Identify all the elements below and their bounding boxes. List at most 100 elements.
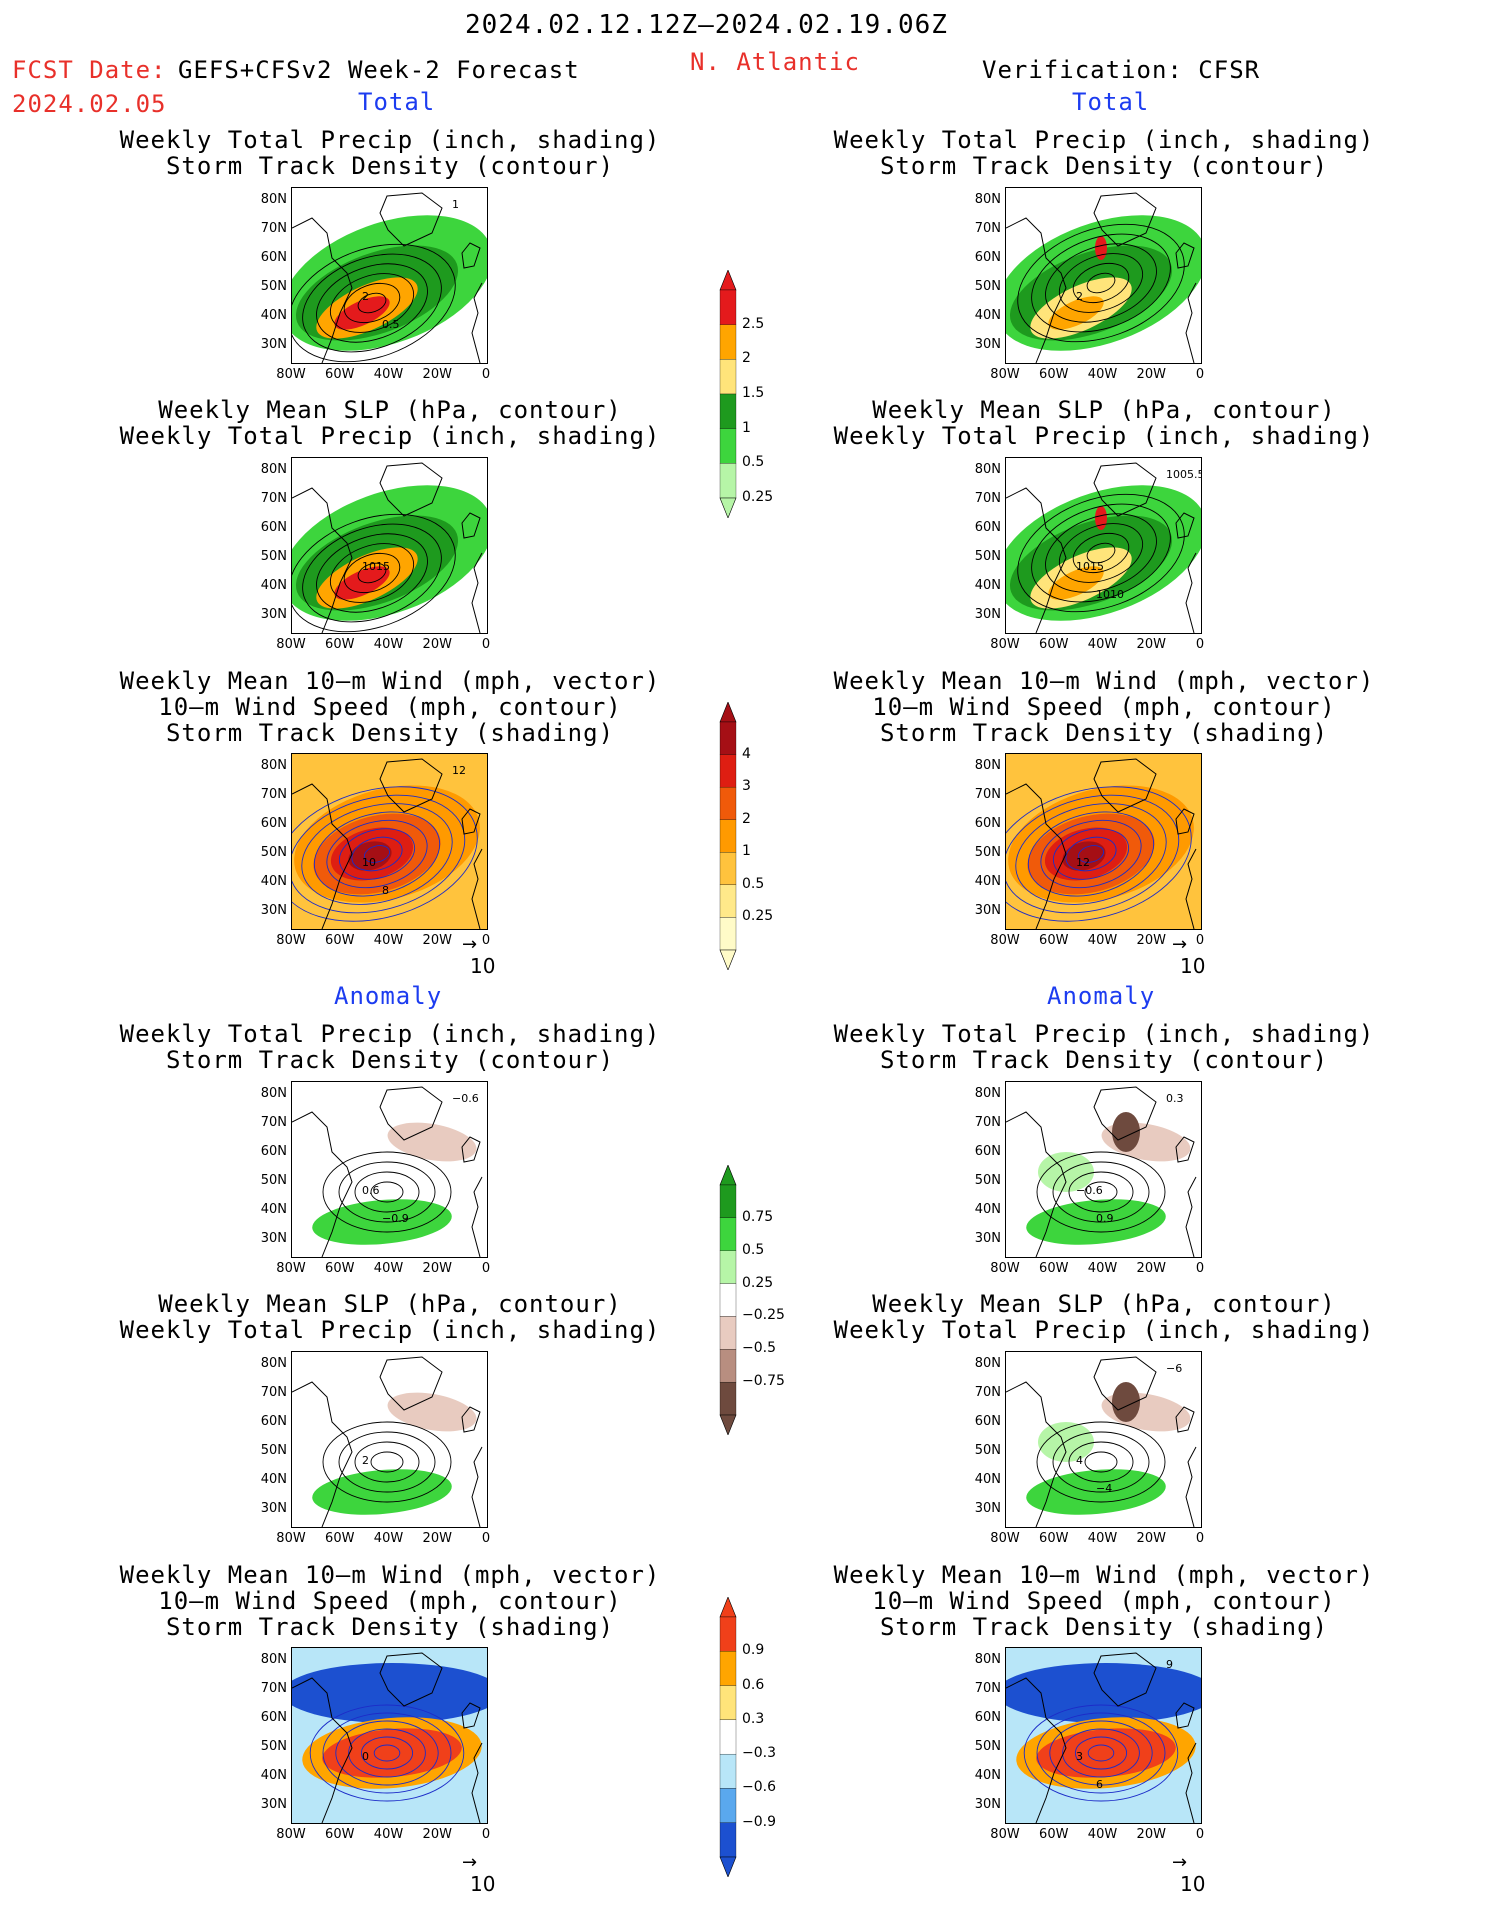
contour-line: [329, 543, 415, 603]
colorbar-swatch: [719, 786, 737, 820]
panel-title-L5-line2: Weekly Total Precip (inch, shading): [119, 1316, 661, 1344]
contour-line: [370, 1181, 404, 1203]
lat-tick-R5-2: 60N: [974, 1414, 1001, 1429]
panel-title-L6-line2: 10—m Wind Speed (mph, contour): [158, 1587, 622, 1615]
map-panel-R6: 3 6 9: [1005, 1647, 1202, 1824]
panel-title-L6-line3: Storm Track Density (shading): [165, 1613, 615, 1641]
lat-tick-L2-2: 60N: [260, 520, 287, 535]
colorbar-label-precip_anom-1: 0.5: [742, 1241, 765, 1258]
map-panel-R1: 2: [1005, 187, 1202, 364]
section-anomaly-right: Anomaly: [1047, 982, 1156, 1010]
lon-tick-R1-3: 20W: [1136, 367, 1166, 382]
lat-tick-L1-1: 70N: [260, 221, 287, 236]
lon-tick-R6-4: 0: [1195, 1827, 1205, 1842]
lon-tick-L3-3: 20W: [422, 933, 452, 948]
anom-neg: [387, 1392, 477, 1432]
panel-title-R5-line2: Weekly Total Precip (inch, shading): [833, 1316, 1375, 1344]
contour-label: 10: [362, 856, 376, 869]
lon-tick-L4-2: 40W: [373, 1261, 404, 1276]
lat-tick-L2-0: 80N: [260, 462, 287, 477]
precip-max: [1048, 296, 1104, 330]
contour-label: 0.6: [362, 1184, 380, 1197]
lat-tick-L3-3: 50N: [260, 845, 287, 860]
contour-line: [1068, 1441, 1134, 1483]
lat-tick-L6-4: 40N: [260, 1768, 287, 1783]
contour-line: [1084, 1451, 1118, 1473]
lat-tick-R6-5: 30N: [974, 1797, 1001, 1812]
map-R6: 3 6 9: [1006, 1648, 1201, 1823]
lat-tick-L3-1: 70N: [260, 787, 287, 802]
lon-tick-R6-3: 20W: [1136, 1827, 1166, 1842]
contour-line: [316, 533, 428, 613]
colorbar-label-track_total-1: 3: [742, 778, 751, 795]
fcst-date: 2024.02.05: [12, 90, 167, 118]
colorbar-label-precip_anom-5: −0.75: [742, 1373, 785, 1390]
contour-line: [1015, 803, 1167, 905]
map-panel-R3: 12: [1005, 753, 1202, 930]
contour-line: [360, 1736, 414, 1770]
contour-label: 12: [452, 764, 466, 777]
lat-tick-R4-4: 40N: [974, 1202, 1001, 1217]
map-panel-R2: 1015 1010 1005.5: [1005, 457, 1202, 634]
lat-tick-R2-0: 80N: [974, 462, 1001, 477]
panel-title-R6-line3: Storm Track Density (shading): [879, 1613, 1329, 1641]
colorbar-swatch: [719, 1685, 737, 1721]
colorbar-swatch: [719, 917, 737, 951]
lon-tick-R4-1: 60W: [1039, 1261, 1069, 1276]
lat-tick-L3-2: 60N: [260, 816, 287, 831]
vector-reference-arrow-4: →: [1172, 1852, 1188, 1873]
lat-tick-R5-3: 50N: [974, 1443, 1001, 1458]
colorbar-swatch: [719, 852, 737, 886]
lon-tick-L4-3: 20W: [422, 1261, 452, 1276]
contour-line: [1052, 828, 1130, 880]
lon-tick-R6-2: 40W: [1087, 1827, 1118, 1842]
lat-tick-L5-5: 30N: [260, 1501, 287, 1516]
contour-label: 8: [382, 884, 389, 897]
colorbar-swatch: [719, 1250, 737, 1284]
lon-tick-R1-1: 60W: [1039, 367, 1069, 382]
lat-tick-R1-5: 30N: [974, 337, 1001, 352]
lat-tick-L6-2: 60N: [260, 1710, 287, 1725]
contour-line: [1036, 1151, 1166, 1233]
colorbar-swatch: [719, 1316, 737, 1350]
anom-pos-core: [1036, 1728, 1176, 1778]
lon-tick-R2-2: 40W: [1087, 637, 1118, 652]
contour-line: [1023, 1704, 1179, 1802]
lon-tick-L6-4: 0: [481, 1827, 491, 1842]
section-anomaly-left: Anomaly: [334, 982, 443, 1010]
panel-title-L2-line2: Weekly Total Precip (inch, shading): [119, 422, 661, 450]
contour-line: [1078, 845, 1104, 863]
colorbar-bottom-cap: [719, 949, 737, 971]
lon-tick-R1-2: 40W: [1087, 367, 1118, 382]
colorbar-precip_total: [718, 269, 738, 519]
colorbar-swatch: [719, 1719, 737, 1755]
contour-label: −6: [1166, 1362, 1182, 1375]
contour-line: [322, 1712, 452, 1794]
lon-tick-L3-4: 0: [481, 933, 491, 948]
contour-line: [373, 1744, 401, 1762]
panel-title-L3-line1: Weekly Mean 10—m Wind (mph, vector): [119, 667, 661, 695]
coastline: [292, 462, 483, 633]
contour-label: 0.3: [1166, 1092, 1184, 1105]
contour-line: [1084, 1181, 1118, 1203]
lon-tick-L5-2: 40W: [373, 1531, 404, 1546]
panel-title-L5-line1: Weekly Mean SLP (hPa, contour): [158, 1290, 622, 1318]
colorbar-bottom-cap: [719, 497, 737, 519]
lat-tick-R6-2: 60N: [974, 1710, 1001, 1725]
map-R3: 12: [1006, 754, 1201, 929]
contour-label: 0.9: [1096, 1212, 1114, 1225]
lon-tick-L6-3: 20W: [422, 1827, 452, 1842]
panel-title-L1-line1: Weekly Total Precip (inch, shading): [119, 126, 661, 154]
contour-line: [1086, 542, 1116, 564]
contour-line: [357, 562, 387, 584]
map-panel-R5: 4 −4 −6: [1005, 1351, 1202, 1528]
colorbar-label-precip_anom-4: −0.5: [742, 1340, 776, 1357]
panel-title-L4-line2: Storm Track Density (contour): [165, 1046, 615, 1074]
track-4: [348, 841, 392, 871]
colorbar-track_anom: [718, 1596, 738, 1878]
lat-tick-L2-3: 50N: [260, 549, 287, 564]
lon-tick-L2-3: 20W: [422, 637, 452, 652]
lon-tick-L3-2: 40W: [373, 933, 404, 948]
lon-tick-L6-0: 80W: [276, 1827, 306, 1842]
lat-tick-R3-1: 70N: [974, 787, 1001, 802]
